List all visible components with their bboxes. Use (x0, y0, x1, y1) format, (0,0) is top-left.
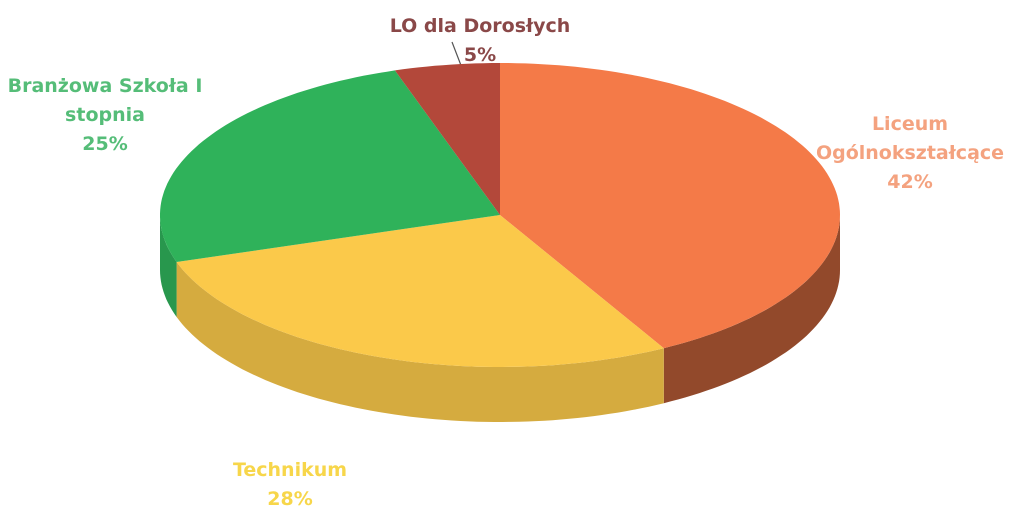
category-label: Technikum (232, 459, 348, 481)
slice (176, 215, 664, 367)
slice-label: Branżowa Szkoła I stopnia 25% (0, 72, 210, 159)
value-label: 5% (463, 44, 497, 66)
value-label: 42% (887, 171, 933, 193)
category-label: Branżowa Szkoła I stopnia (7, 75, 203, 126)
slice (394, 63, 500, 215)
value-label: 25% (82, 133, 128, 155)
slice-side (176, 262, 664, 422)
slice-label: LO dla Dorosłych 5% (360, 12, 600, 70)
leader-line (451, 41, 463, 69)
slice-side (663, 215, 840, 404)
slice-label: Liceum Ogólnokształcące 42% (800, 110, 1020, 197)
slice-side (160, 215, 177, 317)
value-label: 28% (267, 488, 313, 510)
category-label: LO dla Dorosłych (389, 15, 571, 37)
slice-label: Technikum 28% (190, 456, 390, 514)
category-label: Liceum Ogólnokształcące (815, 113, 1005, 164)
slice (500, 63, 840, 349)
slice (160, 70, 500, 263)
